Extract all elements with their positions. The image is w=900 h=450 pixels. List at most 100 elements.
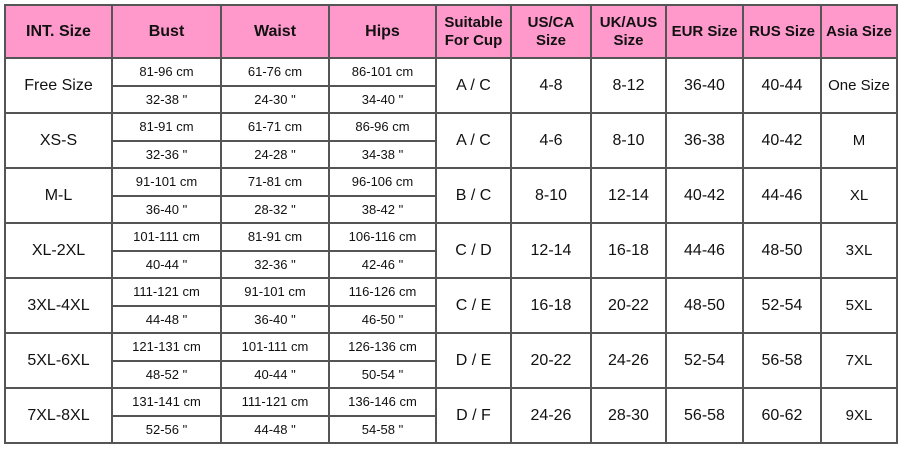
table-row: M-L 91-101 cm 71-81 cm 96-106 cm B / C 8-10 12… [4,167,898,224]
hips-in-cell: 38-42 " [328,194,437,224]
rus-size-cell: 52-54 [742,277,822,334]
eur-size-cell: 44-46 [665,222,744,279]
table-row-inches: 32-36 " 24-28 " 34-38 " [5,139,897,169]
eur-size-cell: 48-50 [665,277,744,334]
table-row: 3XL-4XL 111-121 cm 91-101 cm 116-126 cm C / … [4,277,898,334]
cup-cell: A / C [435,57,512,114]
bust-in-cell: 36-40 " [111,194,222,224]
us-size-cell: 20-22 [510,332,592,389]
bust-cm-cell: 131-141 cm [111,387,222,417]
waist-in-cell: 24-28 " [220,139,330,169]
table-row-inches: 52-56 " 44-48 " 54-58 " [5,414,897,444]
us-size-cell: 8-10 [510,167,592,224]
cup-cell: D / E [435,332,512,389]
bust-cm-cell: 91-101 cm [111,167,222,197]
uk-size-cell: 8-12 [590,57,667,114]
rus-size-cell: 44-46 [742,167,822,224]
hips-cm-cell: 106-116 cm [328,222,437,252]
int-size-cell: 7XL-8XL [4,387,113,444]
bust-in-cell: 32-36 " [111,139,222,169]
waist-cm-cell: 101-111 cm [220,332,330,362]
uk-size-cell: 8-10 [590,112,667,169]
bust-in-cell: 48-52 " [111,359,222,389]
asia-size-cell: 5XL [820,277,898,334]
waist-cm-cell: 81-91 cm [220,222,330,252]
hips-in-cell: 42-46 " [328,249,437,279]
table-row-inches: 44-48 " 36-40 " 46-50 " [5,304,897,334]
int-size-cell: 3XL-4XL [4,277,113,334]
table-row: 7XL-8XL 131-141 cm 111-121 cm 136-146 cm D /… [4,387,898,444]
bust-cm-cell: 81-96 cm [111,57,222,87]
us-size-cell: 16-18 [510,277,592,334]
hips-in-cell: 46-50 " [328,304,437,334]
uk-size-cell: 24-26 [590,332,667,389]
int-size-cell: XL-2XL [4,222,113,279]
bust-cm-cell: 121-131 cm [111,332,222,362]
int-size-cell: M-L [4,167,113,224]
cup-cell: D / F [435,387,512,444]
table-row: 5XL-6XL 121-131 cm 101-111 cm 126-136 cm D /… [4,332,898,389]
bust-in-cell: 44-48 " [111,304,222,334]
cup-cell: B / C [435,167,512,224]
waist-cm-cell: 61-76 cm [220,57,330,87]
cup-cell: C / D [435,222,512,279]
asia-size-cell: 7XL [820,332,898,389]
asia-size-cell: 9XL [820,387,898,444]
rus-size-cell: 40-42 [742,112,822,169]
uk-size-cell: 28-30 [590,387,667,444]
hips-in-cell: 54-58 " [328,414,437,444]
bust-in-cell: 32-38 " [111,84,222,114]
table-row-inches: 48-52 " 40-44 " 50-54 " [5,359,897,389]
hips-cm-cell: 86-101 cm [328,57,437,87]
uk-size-cell: 20-22 [590,277,667,334]
size-chart-table: INT. Size Bust Waist Hips Suitable For Cup US… [4,4,898,444]
hips-cm-cell: 116-126 cm [328,277,437,307]
waist-in-cell: 32-36 " [220,249,330,279]
us-size-cell: 24-26 [510,387,592,444]
rus-size-cell: 60-62 [742,387,822,444]
us-size-cell: 12-14 [510,222,592,279]
int-size-cell: 5XL-6XL [4,332,113,389]
header-row: INT. Size Bust Waist Hips Suitable For Cup US… [4,4,898,59]
waist-cm-cell: 111-121 cm [220,387,330,417]
asia-size-cell: 3XL [820,222,898,279]
hips-cm-cell: 126-136 cm [328,332,437,362]
waist-cm-cell: 71-81 cm [220,167,330,197]
waist-in-cell: 24-30 " [220,84,330,114]
cup-cell: C / E [435,277,512,334]
table-row-inches: 40-44 " 32-36 " 42-46 " [5,249,897,279]
bust-cm-cell: 101-111 cm [111,222,222,252]
eur-size-cell: 36-38 [665,112,744,169]
us-size-cell: 4-6 [510,112,592,169]
column-header: US/CA Size [510,4,592,59]
column-header: Bust [111,4,222,59]
rus-size-cell: 40-44 [742,57,822,114]
uk-size-cell: 16-18 [590,222,667,279]
hips-in-cell: 34-40 " [328,84,437,114]
asia-size-cell: M [820,112,898,169]
hips-cm-cell: 96-106 cm [328,167,437,197]
column-header: Hips [328,4,437,59]
hips-in-cell: 34-38 " [328,139,437,169]
column-header: Waist [220,4,330,59]
int-size-cell: Free Size [4,57,113,114]
column-header: INT. Size [4,4,113,59]
hips-cm-cell: 86-96 cm [328,112,437,142]
table-row: XS-S 81-91 cm 61-71 cm 86-96 cm A / C 4-6 8-10… [4,112,898,169]
us-size-cell: 4-8 [510,57,592,114]
column-header: EUR Size [665,4,744,59]
waist-in-cell: 40-44 " [220,359,330,389]
asia-size-cell: XL [820,167,898,224]
asia-size-cell: One Size [820,57,898,114]
rus-size-cell: 56-58 [742,332,822,389]
eur-size-cell: 36-40 [665,57,744,114]
hips-cm-cell: 136-146 cm [328,387,437,417]
uk-size-cell: 12-14 [590,167,667,224]
hips-in-cell: 50-54 " [328,359,437,389]
rus-size-cell: 48-50 [742,222,822,279]
cup-cell: A / C [435,112,512,169]
waist-cm-cell: 91-101 cm [220,277,330,307]
waist-in-cell: 36-40 " [220,304,330,334]
